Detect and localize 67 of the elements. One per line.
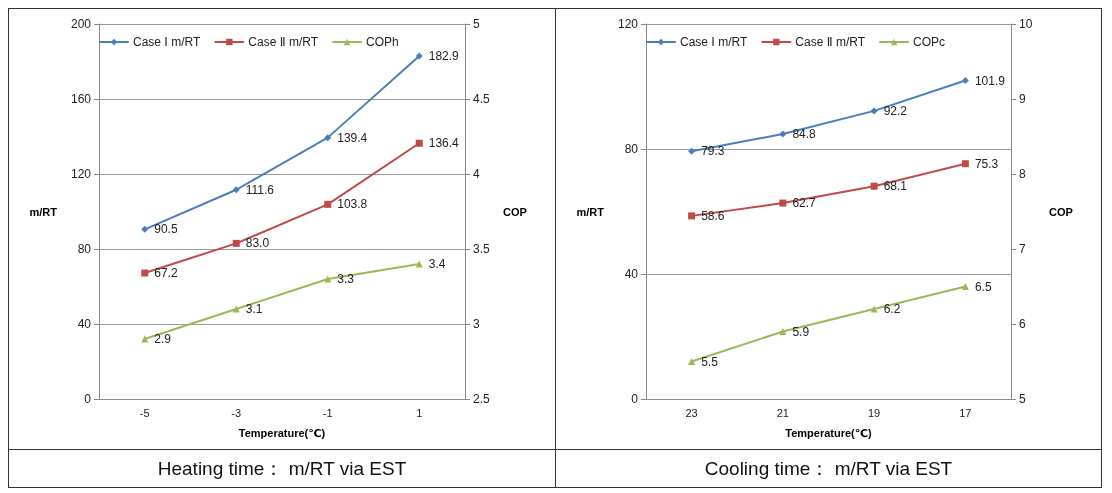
y-tick-label: 120 <box>617 17 639 31</box>
y-tick-label: 200 <box>70 17 92 31</box>
data-label: 182.9 <box>428 49 460 64</box>
y2-tick-label: 4 <box>473 167 480 181</box>
y2-tick-label: 3 <box>473 317 480 331</box>
data-label: 75.3 <box>974 156 999 171</box>
y2-tick-label: 6 <box>1019 317 1026 331</box>
y-tick-label: 0 <box>631 392 639 406</box>
data-label: 111.6 <box>245 182 275 197</box>
data-label: 6.2 <box>883 302 901 316</box>
y2-tick-label: 9 <box>1019 92 1026 106</box>
y2-tick-label: 7 <box>1019 242 1026 256</box>
y-axis-title: m/RT <box>29 205 58 218</box>
data-label: 136.4 <box>428 136 460 151</box>
y2-tick-label: 5 <box>473 17 480 31</box>
legend-label: Case Ⅱ m/RT <box>248 35 319 49</box>
y2-tick-label: 4.5 <box>473 92 491 106</box>
y2-axis-title: COP <box>503 205 527 218</box>
x-tick-label: 21 <box>776 406 789 419</box>
y-tick-label: 0 <box>84 392 92 406</box>
y-tick-label: 80 <box>77 242 92 256</box>
data-label: 92.2 <box>883 103 908 118</box>
data-label: 139.4 <box>337 130 368 145</box>
x-axis-title: Temperature(℃) <box>785 426 873 439</box>
y2-tick-label: 10 <box>1019 17 1033 31</box>
data-label: 3.4 <box>428 257 446 271</box>
x-tick-label: -3 <box>231 406 242 419</box>
data-label: 58.6 <box>701 208 725 223</box>
data-label: 2.9 <box>154 332 172 346</box>
x-tick-label: 1 <box>416 406 423 419</box>
data-label: 103.8 <box>337 197 368 212</box>
data-label: 101.9 <box>974 73 1006 88</box>
data-label: 79.3 <box>701 144 725 159</box>
legend-label: Case Ⅰ m/RT <box>133 35 201 49</box>
data-label: 5.9 <box>792 324 810 339</box>
y-axis-title: m/RT <box>576 205 605 218</box>
y2-axis-title: COP <box>1049 205 1073 218</box>
y-tick-label: 120 <box>70 167 92 181</box>
text: Heating time： m/RT via EST <box>156 456 408 481</box>
data-label: 5.5 <box>701 354 719 369</box>
data-label: 67.2 <box>154 266 178 280</box>
y-tick-label: 40 <box>77 317 92 331</box>
text: Cooling time： m/RT via EST <box>703 456 954 481</box>
y2-tick-label: 3.5 <box>473 242 491 256</box>
data-label: 6.5 <box>974 279 992 294</box>
legend-label: Case Ⅱ m/RT <box>795 35 866 49</box>
x-tick-label: -5 <box>139 406 150 419</box>
y-tick-label: 80 <box>624 142 639 156</box>
data-label: 84.8 <box>792 127 817 141</box>
x-tick-label: 19 <box>868 406 881 419</box>
data-label: 90.5 <box>154 222 178 237</box>
x-tick-label: 17 <box>959 406 972 419</box>
y2-tick-label: 5 <box>1019 392 1026 406</box>
data-label: 62.7 <box>792 196 817 211</box>
data-label: 68.1 <box>883 179 908 194</box>
data-label: 83.0 <box>245 236 270 251</box>
y2-tick-label: 8 <box>1019 167 1026 181</box>
y-tick-label: 160 <box>70 92 92 106</box>
legend-label: COPc <box>913 35 946 49</box>
y2-tick-label: 2.5 <box>473 392 491 406</box>
legend-label: Case Ⅰ m/RT <box>680 35 748 49</box>
x-axis-title: Temperature(℃) <box>238 426 326 439</box>
y-tick-label: 40 <box>624 267 639 281</box>
x-tick-label: -1 <box>322 406 333 419</box>
x-tick-label: 23 <box>685 406 698 419</box>
legend-label: COPh <box>366 35 399 49</box>
data-label: 3.1 <box>245 302 263 316</box>
